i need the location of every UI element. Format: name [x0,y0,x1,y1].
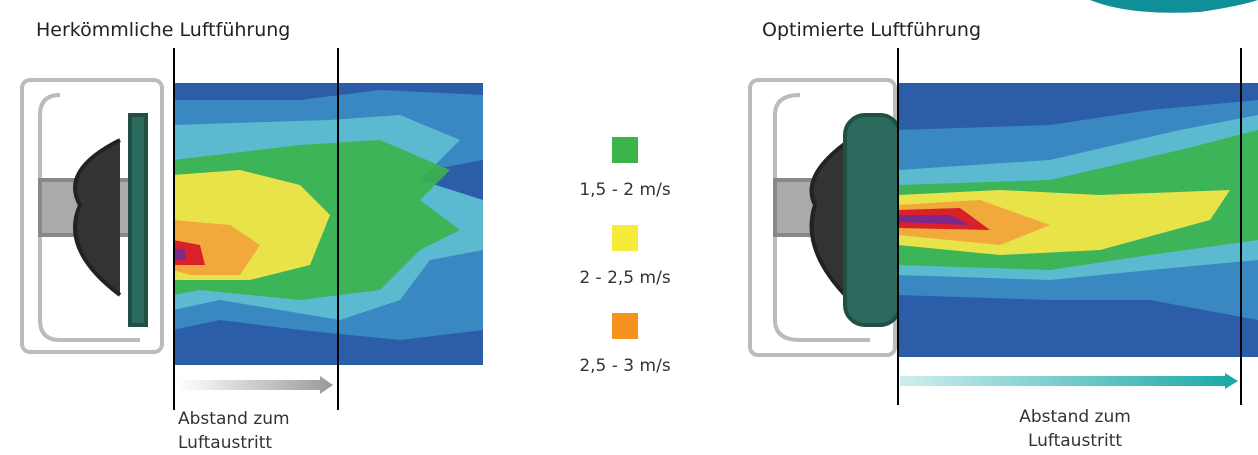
caption: Luftaustritt [1028,431,1122,451]
legend-label: 2 - 2,5 m/s [579,268,670,288]
distance-arrow [900,373,1238,389]
legend-label: 2,5 - 3 m/s [579,356,670,376]
legend-swatch [612,137,638,163]
distance-arrow [178,376,333,394]
diagram: Herkömmliche Luftführung Abstand zum Luf… [0,0,1258,455]
panel-title: Herkömmliche Luftführung [36,19,290,41]
corner-decoration [1090,0,1258,13]
panel-title: Optimierte Luftführung [762,19,981,41]
fan-left [22,80,162,352]
page: Herkömmliche Luftführung Abstand zum Luf… [0,0,1258,455]
caption: Abstand zum [178,409,290,429]
flow-plot-right [898,83,1258,357]
caption: Luftaustritt [178,433,272,453]
legend-label: 1,5 - 2 m/s [579,180,670,200]
legend-swatch [612,313,638,339]
legend-swatch [612,225,638,251]
caption: Abstand zum [1019,407,1131,427]
flow-plot-left [173,83,483,365]
fan-right [750,80,900,355]
